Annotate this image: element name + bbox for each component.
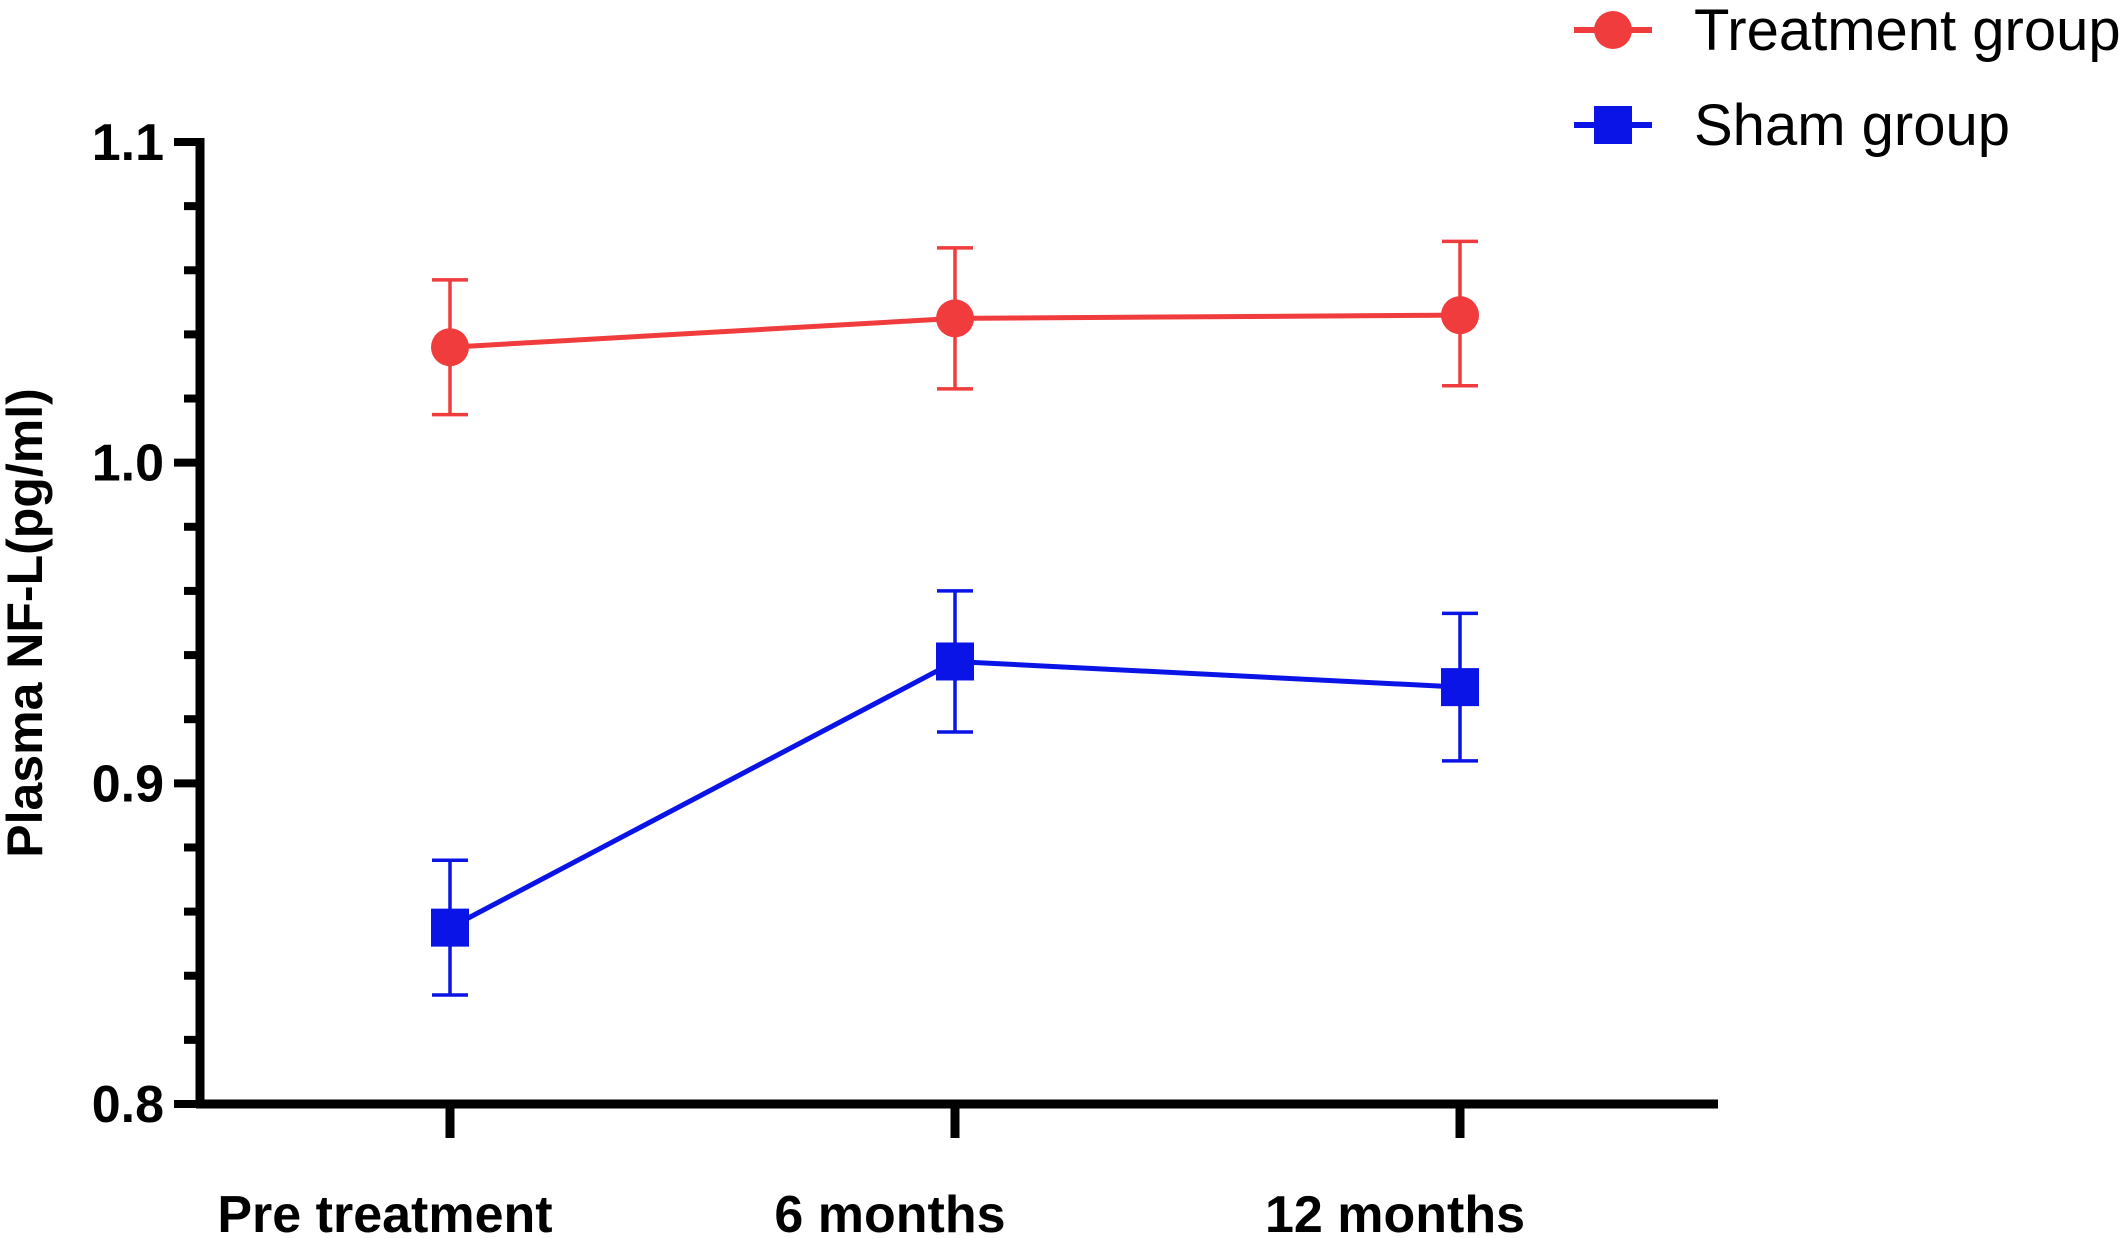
x-tick-label: Pre treatment — [217, 1186, 552, 1238]
legend-label: Sham group — [1694, 93, 2010, 158]
y-tick-label: 0.9 — [92, 755, 164, 813]
data-point — [1441, 296, 1479, 335]
legend-entry: Treatment group — [1574, 0, 2121, 63]
legend-label: Treatment group — [1694, 0, 2121, 63]
data-point — [1441, 668, 1479, 707]
series-2 — [431, 589, 1479, 997]
legend-entry: Sham group — [1574, 93, 2010, 158]
series-layer — [431, 239, 1479, 997]
data-point — [936, 642, 974, 681]
legend: Treatment group Sham group — [1574, 0, 2121, 158]
x-tick-label: 6 months — [774, 1186, 1005, 1238]
data-point — [431, 908, 469, 947]
y-tick-label: 1.0 — [92, 435, 164, 493]
y-tick-label: 1.1 — [92, 114, 164, 172]
series-1 — [431, 239, 1479, 417]
y-axis-title: Plasma NF-L(pg/ml) — [0, 388, 53, 857]
legend-marker — [1594, 11, 1632, 49]
y-tick-label: 0.8 — [92, 1076, 164, 1134]
legend-marker — [1594, 106, 1632, 144]
x-tick-label: 12 months — [1265, 1186, 1525, 1238]
data-point — [431, 328, 469, 367]
axes: 0.8 0.9 1.0 1.1 Pre treatment 6 months 12 mont… — [0, 114, 1718, 1238]
data-point — [936, 299, 974, 338]
